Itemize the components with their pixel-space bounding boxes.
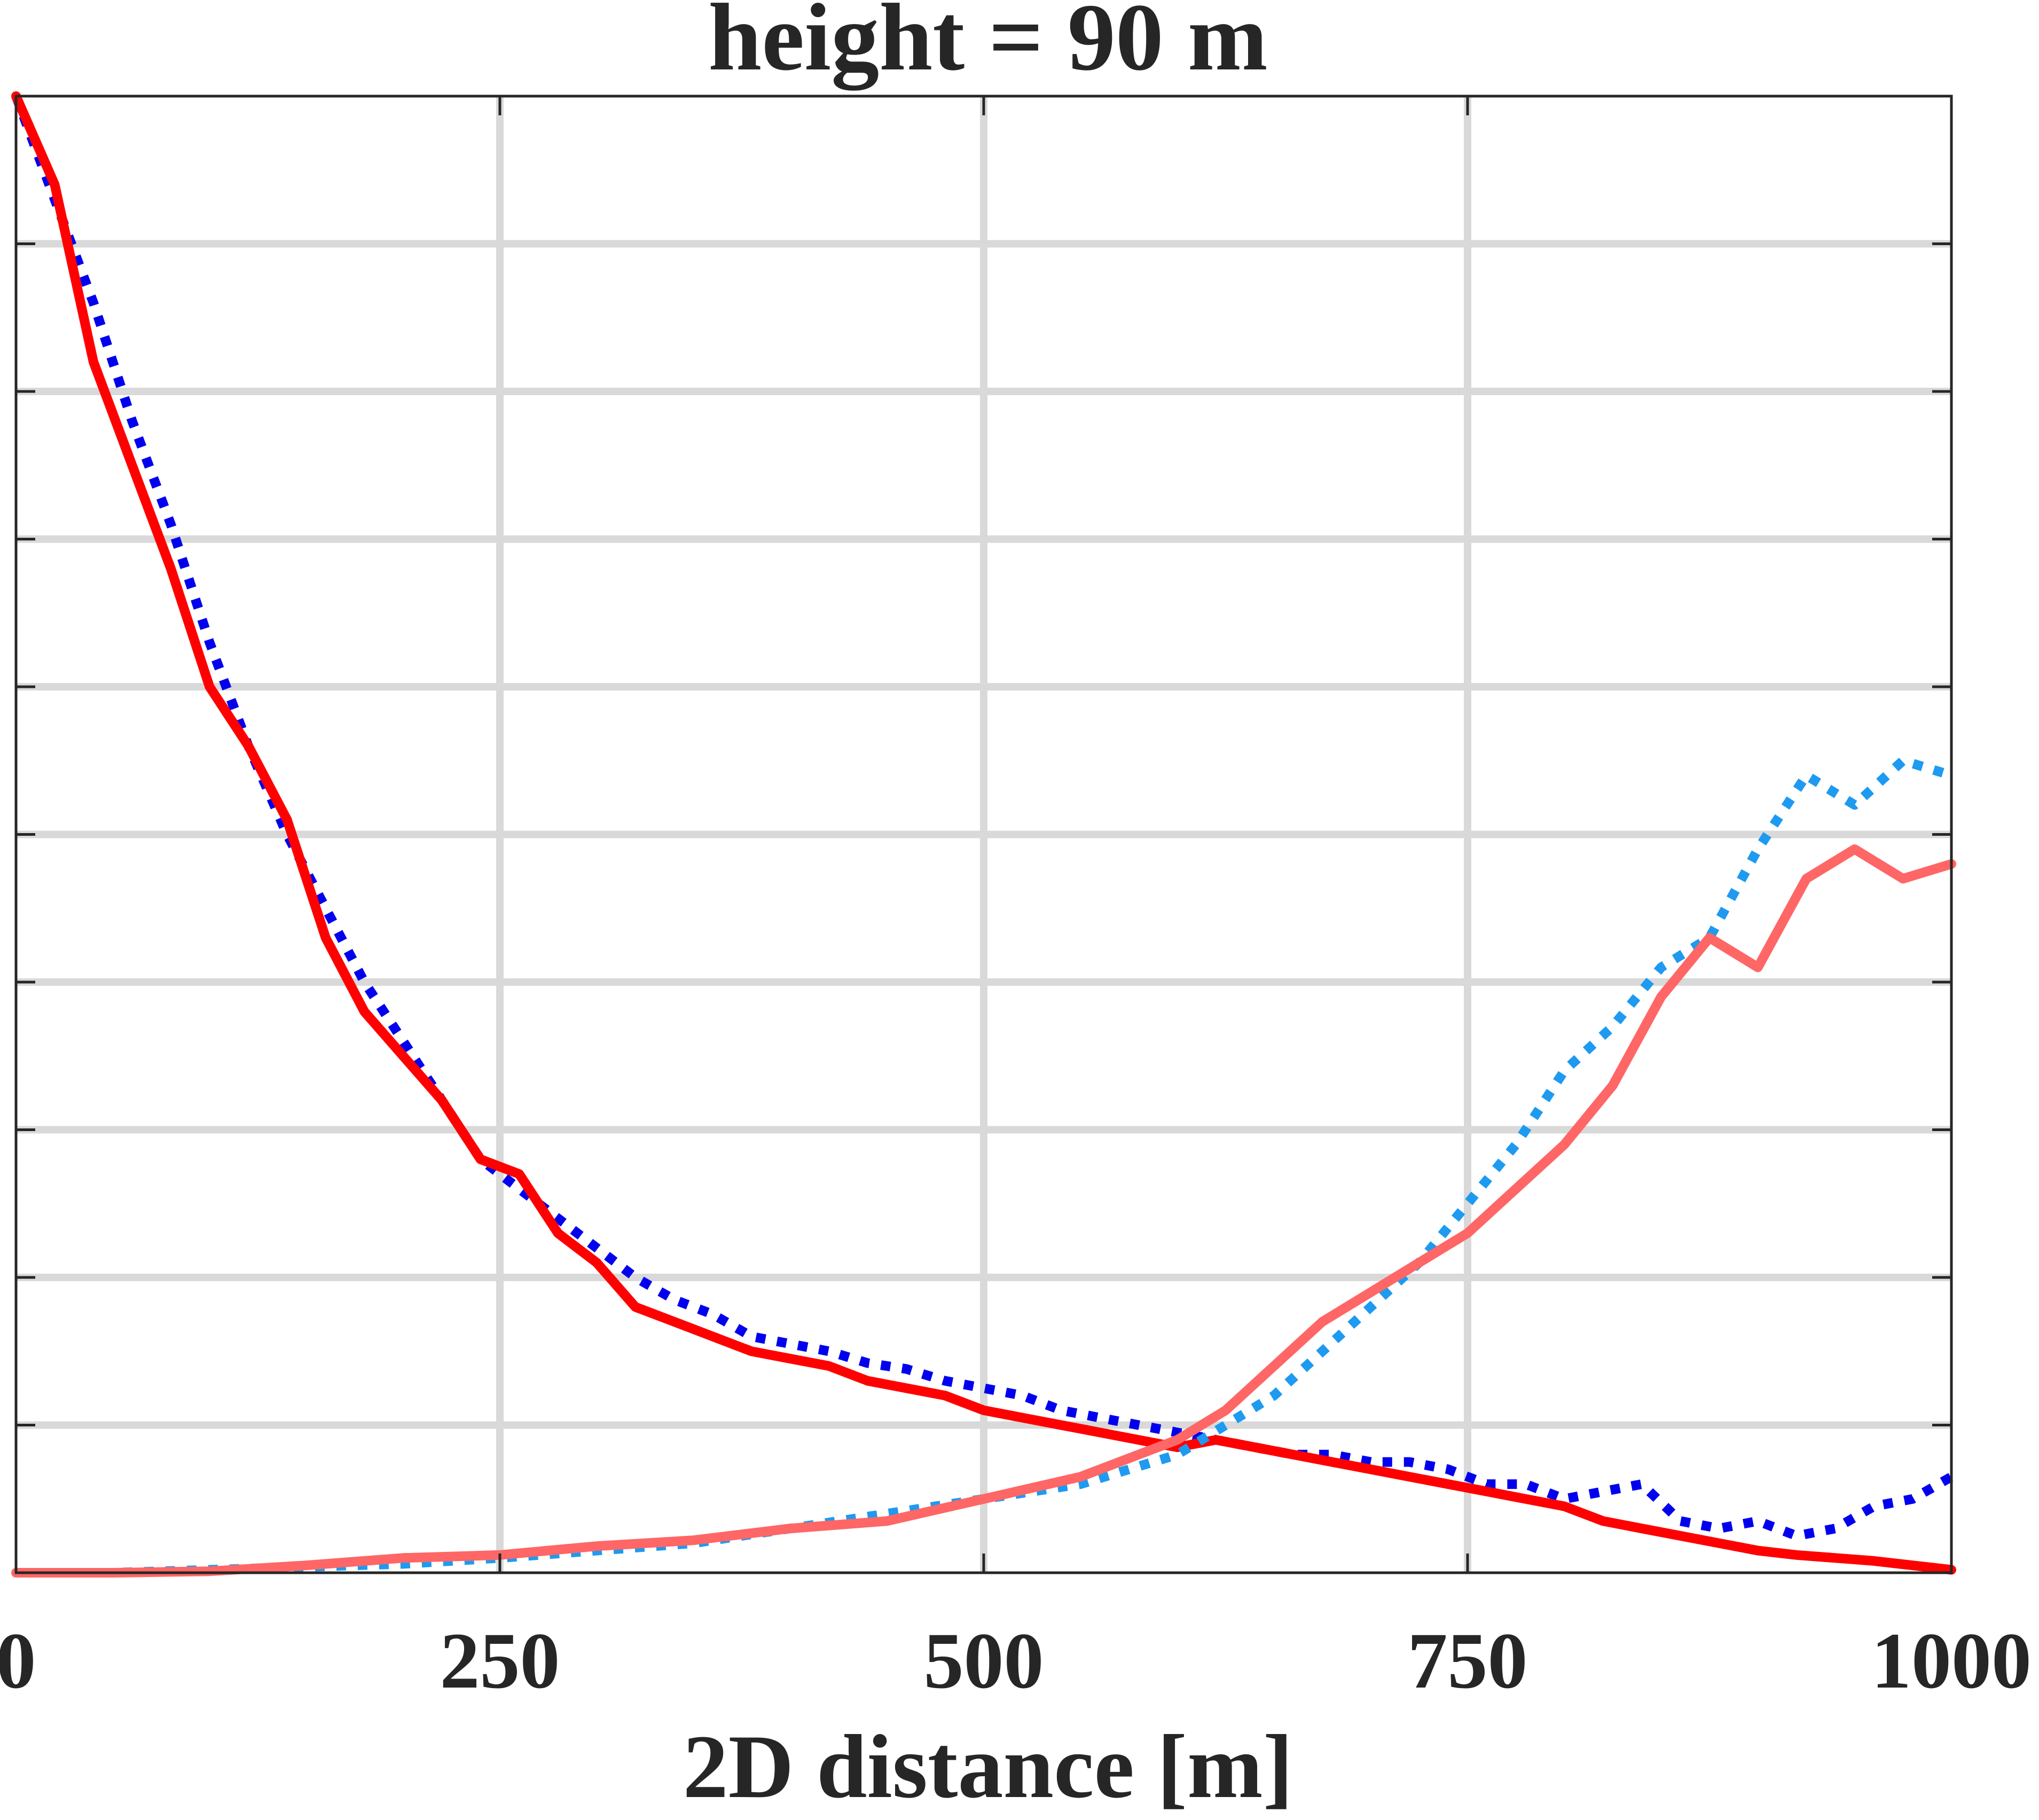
series-line-1 — [11, 94, 1954, 1541]
series-line-2 — [11, 91, 1956, 1575]
series-line-4 — [11, 844, 1956, 1578]
grid-lines — [16, 96, 1951, 1573]
tick-marks — [14, 95, 1953, 1574]
x-tick-label: 0 — [0, 1617, 36, 1705]
chart-title: height = 90 m — [708, 0, 1268, 91]
x-tick-label: 750 — [1408, 1617, 1528, 1705]
x-tick-label: 250 — [440, 1617, 560, 1705]
x-tick-label: 500 — [924, 1617, 1044, 1705]
x-axis-label: 2D distance [m] — [683, 1716, 1293, 1817]
x-tick-labels: 0 250 500 750 1000 — [0, 1617, 2032, 1705]
x-tick-label: 1000 — [1871, 1617, 2032, 1705]
series-lines — [11, 91, 1956, 1578]
